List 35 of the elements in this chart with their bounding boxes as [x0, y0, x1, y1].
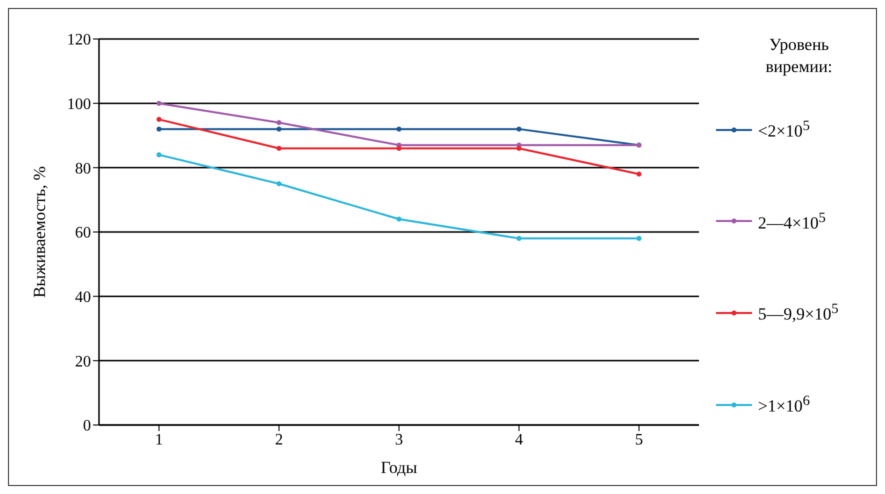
point: [516, 146, 522, 151]
x-tick-label: 3: [395, 431, 403, 448]
point: [516, 126, 522, 132]
point: [396, 216, 402, 222]
point: [276, 146, 282, 151]
legend-title: Уровень виремии:: [764, 34, 834, 78]
y-tick-label: 20: [75, 353, 91, 370]
y-tick-label: 40: [75, 289, 91, 306]
point: [276, 126, 282, 132]
y-axis-title: Выживаемость, %: [30, 166, 50, 298]
point: [156, 126, 162, 132]
y-tick-label: 120: [67, 32, 91, 49]
x-tick-label: 5: [635, 431, 643, 448]
point: [276, 181, 282, 186]
point: [156, 152, 162, 158]
point: [396, 126, 402, 132]
y-tick-label: 0: [83, 418, 91, 435]
point: [516, 236, 522, 241]
legend-label: >1×10$^{6}$: [758, 392, 810, 417]
x-tick-label: 4: [515, 431, 523, 448]
y-tick-label: 80: [75, 160, 91, 178]
point: [636, 172, 642, 177]
point: [636, 236, 642, 241]
legend-label: <2×10$^{5}$: [758, 118, 810, 142]
y-tick-label: 100: [67, 96, 91, 114]
point: [276, 120, 282, 126]
point: [156, 116, 162, 122]
point: [396, 146, 402, 151]
point: [156, 100, 162, 106]
x-tick-label: 1: [155, 431, 163, 448]
y-tick-label: 60: [75, 224, 91, 242]
x-tick-label: 2: [275, 431, 283, 448]
legend-label: 5—9,9×10$^{5}$: [758, 301, 838, 325]
legend-label: 2—4×10$^{5}$: [758, 210, 826, 234]
x-axis-title: Годы: [380, 458, 418, 477]
